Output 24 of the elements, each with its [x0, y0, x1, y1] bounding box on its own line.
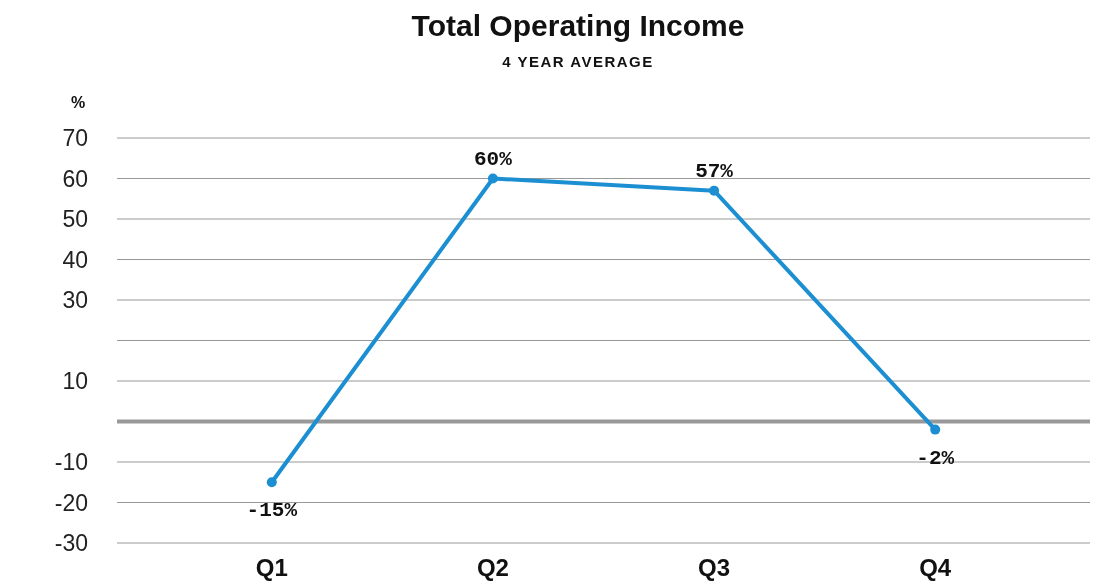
y-tick-label: 60 — [62, 165, 88, 192]
y-tick-label: -30 — [54, 530, 88, 556]
data-label: 60% — [474, 147, 513, 171]
chart-subtitle: 4 YEAR AVERAGE — [502, 53, 654, 70]
x-tick-label: Q1 — [255, 554, 288, 581]
x-tick-label: Q3 — [698, 554, 731, 581]
data-label: -15% — [246, 499, 298, 523]
data-label: 57% — [695, 159, 734, 183]
y-tick-label: -10 — [54, 449, 88, 475]
x-tick-label: Q4 — [919, 554, 952, 581]
point — [709, 185, 720, 196]
y-tick-label: 70 — [62, 125, 88, 151]
data-label: -2% — [916, 446, 955, 470]
y-axis-title: % — [70, 94, 86, 111]
y-tick-label: 10 — [62, 368, 88, 394]
y-tick-label: 40 — [62, 246, 88, 273]
y-tick-label: 50 — [62, 206, 88, 232]
point — [266, 477, 277, 488]
chart-title: Total Operating Income — [411, 9, 745, 42]
point — [930, 424, 941, 435]
x-tick-label: Q2 — [476, 554, 509, 581]
y-tick-label: -20 — [54, 489, 88, 516]
y-tick-label: 30 — [62, 287, 88, 313]
point — [487, 173, 498, 184]
